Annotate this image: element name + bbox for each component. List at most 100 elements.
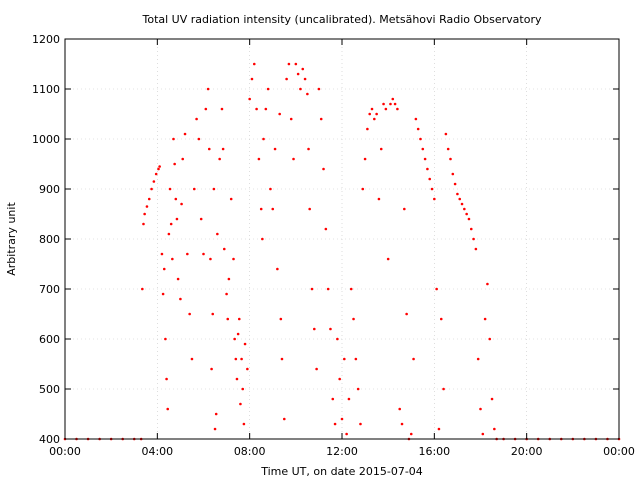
data-point — [326, 287, 330, 291]
data-point — [152, 180, 156, 183]
data-point — [236, 332, 240, 336]
data-point — [405, 312, 408, 316]
data-point — [488, 337, 492, 341]
data-point — [299, 87, 302, 91]
data-point — [361, 187, 365, 191]
data-point — [269, 187, 272, 191]
x-tick-label: 00:00 — [49, 445, 81, 458]
data-point — [252, 62, 256, 66]
data-point — [143, 212, 146, 216]
data-point — [336, 337, 339, 341]
data-point — [310, 287, 314, 291]
data-point — [486, 282, 489, 286]
x-tick-label: 08:00 — [234, 445, 266, 458]
data-point — [241, 387, 245, 391]
data-point — [359, 422, 362, 426]
data-point — [172, 137, 175, 141]
data-point — [439, 317, 443, 321]
data-point — [289, 117, 293, 121]
data-point — [287, 62, 291, 66]
data-point — [458, 197, 462, 201]
data-point — [204, 107, 208, 111]
data-point — [416, 127, 420, 131]
data-point — [248, 97, 251, 101]
data-point — [190, 357, 194, 361]
data-point — [329, 327, 332, 331]
y-tick-label: 500 — [39, 383, 60, 396]
data-point — [166, 407, 170, 411]
data-point — [240, 357, 243, 361]
data-point — [175, 217, 179, 221]
data-point — [317, 87, 321, 91]
data-point — [324, 227, 328, 231]
y-tick-label: 800 — [39, 233, 60, 246]
data-point — [259, 207, 263, 211]
data-point — [373, 117, 376, 121]
data-point — [157, 167, 160, 171]
data-point — [294, 62, 298, 66]
data-point — [442, 387, 445, 391]
data-point — [167, 232, 171, 236]
data-point — [414, 117, 418, 121]
y-tick-label: 1100 — [32, 83, 60, 96]
data-point — [173, 162, 176, 166]
data-point — [262, 137, 265, 141]
data-point — [227, 277, 231, 281]
data-point — [145, 205, 149, 208]
data-point — [202, 252, 205, 256]
data-point — [449, 157, 452, 161]
data-point — [255, 107, 258, 111]
data-point — [179, 297, 182, 301]
data-point — [437, 427, 441, 431]
data-point — [147, 197, 151, 201]
data-point — [493, 427, 496, 431]
data-point — [303, 77, 307, 81]
data-point — [239, 402, 242, 406]
data-point — [483, 317, 487, 321]
data-point — [250, 77, 254, 81]
data-point — [209, 257, 212, 261]
data-point — [261, 237, 264, 241]
data-point — [363, 157, 367, 161]
data-point — [393, 102, 397, 106]
data-point — [398, 407, 402, 411]
data-point — [428, 177, 432, 181]
data-point — [232, 257, 235, 261]
data-point — [296, 72, 300, 76]
x-tick-label: 12:00 — [326, 445, 358, 458]
data-point — [235, 377, 239, 381]
data-point — [222, 247, 226, 251]
data-point — [273, 147, 277, 151]
data-point — [186, 252, 189, 256]
data-point — [195, 117, 198, 121]
data-point — [319, 117, 323, 121]
data-point — [375, 112, 378, 116]
data-point — [481, 432, 485, 436]
data-point — [377, 197, 381, 201]
data-point — [419, 137, 422, 141]
data-point — [161, 292, 165, 296]
data-point — [333, 422, 337, 426]
chart-title: Total UV radiation intensity (uncalibrat… — [142, 13, 542, 26]
data-point — [279, 317, 283, 321]
data-point — [246, 367, 249, 371]
data-point — [396, 107, 399, 111]
data-point — [384, 107, 388, 111]
data-point — [403, 207, 406, 211]
data-point — [313, 327, 316, 331]
x-tick-label: 04:00 — [141, 445, 173, 458]
data-point — [285, 77, 288, 81]
data-point — [169, 222, 173, 226]
data-points — [63, 62, 621, 441]
y-tick-label: 1000 — [32, 133, 60, 146]
data-point — [379, 147, 383, 151]
data-point — [453, 182, 457, 186]
data-point — [158, 165, 161, 168]
data-point — [271, 207, 275, 211]
data-point — [347, 397, 351, 401]
data-point — [306, 92, 309, 96]
data-point — [218, 157, 221, 161]
data-point — [444, 132, 448, 136]
y-axis-label: Arbitrary unit — [5, 202, 18, 276]
